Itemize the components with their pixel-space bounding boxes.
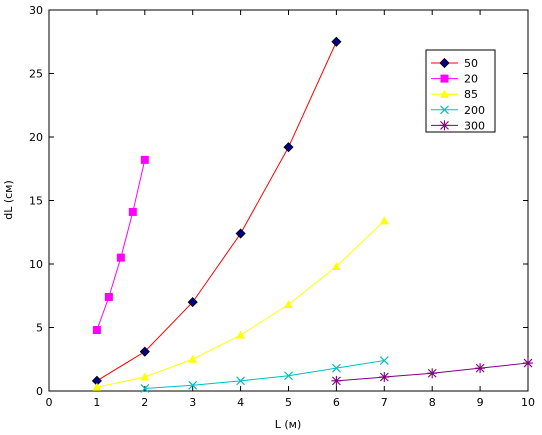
data-point-300 [331, 375, 342, 386]
data-point-200 [331, 363, 341, 373]
data-point-20 [116, 253, 125, 262]
series-20 [92, 155, 149, 335]
legend-swatch-marker [440, 89, 449, 98]
data-point-300 [379, 372, 390, 383]
data-point-200 [140, 384, 150, 393]
data-point-50 [235, 228, 246, 239]
legend-box [425, 49, 496, 133]
series-line-50 [96, 41, 337, 382]
x-tick-label: 8 [429, 396, 436, 409]
x-tick-label: 6 [333, 396, 340, 409]
legend-item-200: 200 [431, 104, 485, 117]
x-tick-label: 1 [93, 396, 100, 409]
data-point-20 [104, 293, 113, 302]
y-tick-label: 25 [29, 68, 43, 81]
legend-swatch-marker [440, 105, 449, 115]
data-point-85 [236, 330, 246, 339]
x-tick-label: 2 [141, 396, 148, 409]
data-point-20 [140, 155, 149, 164]
legend-label: 300 [464, 119, 485, 132]
x-tick-label: 7 [381, 396, 388, 409]
legend-label: 200 [464, 104, 485, 117]
legend-swatch-marker [439, 120, 450, 131]
series-85 [92, 216, 389, 391]
y-tick-label: 15 [29, 195, 43, 208]
y-axis-label: dL (см) [2, 180, 15, 220]
y-tick-label: 5 [36, 322, 43, 335]
data-point-85 [284, 300, 293, 309]
series-50 [91, 36, 342, 386]
series-line-200 [144, 360, 385, 389]
y-tick-label: 0 [36, 385, 43, 398]
data-point-50 [283, 142, 294, 153]
legend-swatch-marker [440, 74, 449, 83]
data-point-85 [140, 372, 150, 381]
axis-ticks: 0 1 2 3 4 5 6 7 8 9 10 0 5 10 15 20 25 30 [29, 4, 535, 409]
data-point-200 [236, 376, 246, 386]
legend-label: 50 [464, 57, 478, 70]
x-tick-label: 3 [189, 396, 196, 409]
x-tick-label: 0 [46, 396, 53, 409]
data-point-200 [188, 380, 198, 390]
data-point-85 [379, 216, 389, 225]
x-tick-label: 10 [521, 396, 535, 409]
legend-swatch-marker [439, 57, 450, 69]
data-point-300 [427, 368, 438, 379]
data-point-85 [92, 382, 102, 391]
series-layer [91, 36, 533, 393]
legend-item-85: 85 [431, 88, 478, 101]
x-tick-label: 5 [285, 396, 292, 409]
legend-label: 85 [464, 88, 478, 101]
y-tick-label: 20 [29, 131, 43, 144]
data-point-85 [188, 354, 198, 363]
data-point-85 [331, 262, 341, 271]
y-tick-label: 30 [29, 4, 43, 17]
data-point-50 [331, 36, 342, 47]
data-point-300 [475, 363, 486, 374]
legend-item-50: 50 [431, 57, 478, 70]
data-point-200 [284, 371, 293, 381]
data-point-20 [92, 326, 101, 335]
y-tick-label: 10 [29, 258, 43, 271]
data-point-50 [187, 297, 198, 308]
legend-label: 20 [464, 73, 478, 86]
data-point-200 [379, 356, 389, 365]
data-point-50 [139, 346, 150, 357]
legend-item-20: 20 [431, 73, 478, 86]
x-axis-label: L (м) [275, 418, 302, 431]
data-point-300 [523, 358, 533, 369]
data-point-20 [128, 207, 137, 216]
legend: 50 20 85 200 300 [425, 49, 496, 133]
series-200 [140, 356, 389, 393]
series-300 [331, 358, 533, 386]
legend-item-300: 300 [431, 119, 485, 132]
x-tick-label: 4 [237, 396, 244, 409]
x-tick-label: 9 [477, 396, 484, 409]
